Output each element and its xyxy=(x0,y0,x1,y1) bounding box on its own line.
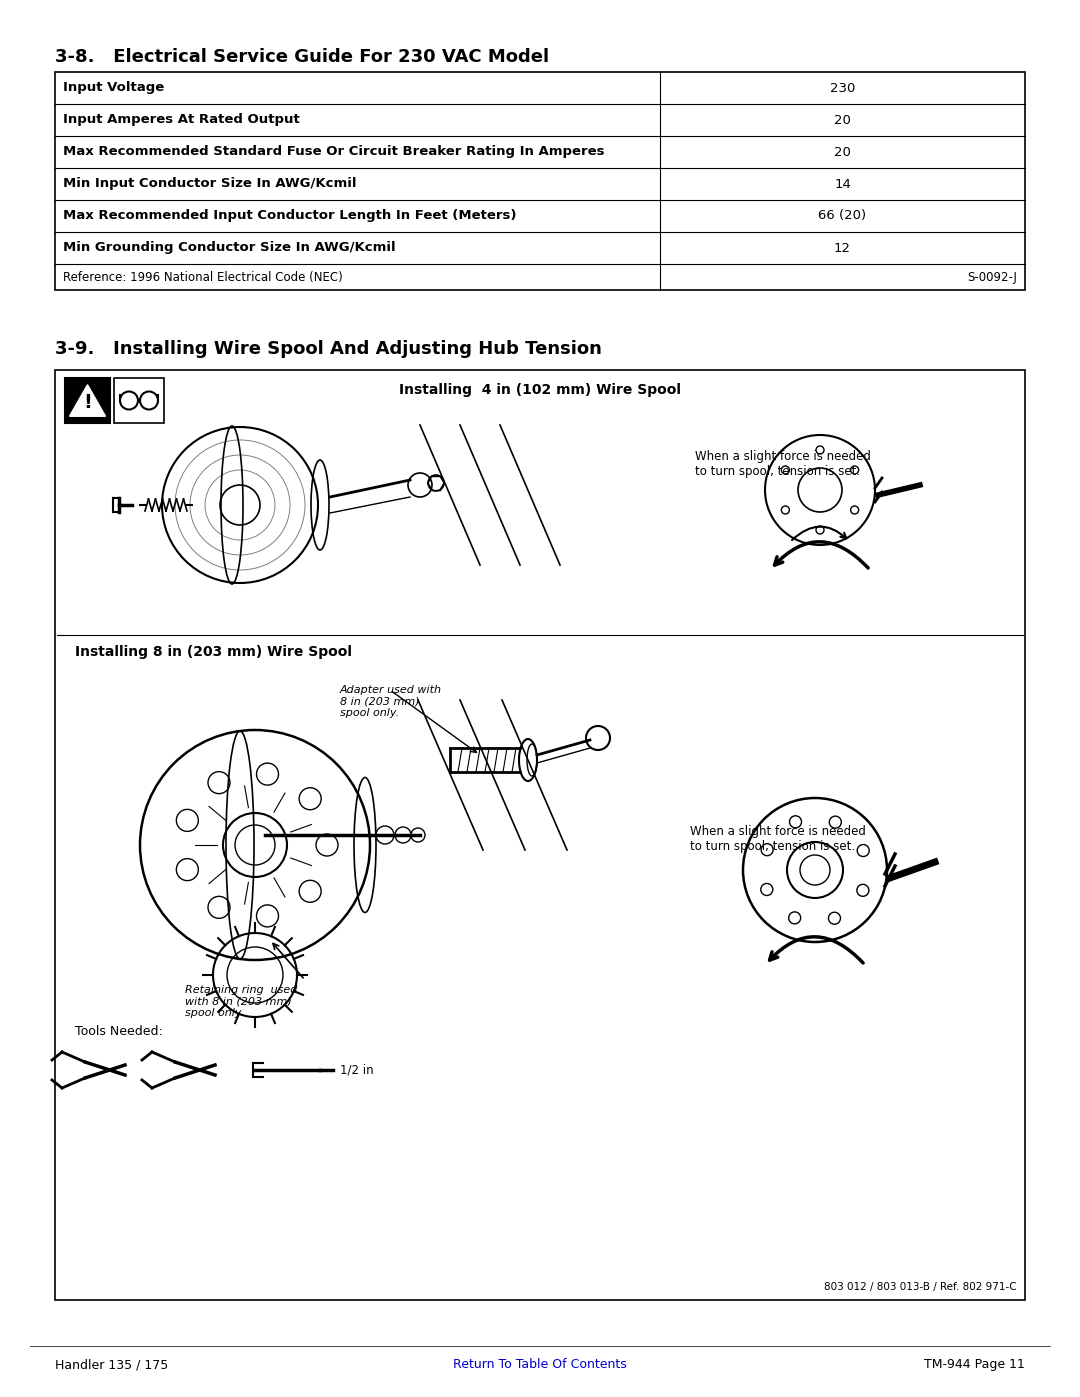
Circle shape xyxy=(761,844,773,856)
Circle shape xyxy=(789,816,801,828)
Text: Retaining ring  used
with 8 in (203 mm)
spool only.: Retaining ring used with 8 in (203 mm) s… xyxy=(185,985,297,1018)
Text: 14: 14 xyxy=(834,177,851,190)
Text: Handler 135 / 175: Handler 135 / 175 xyxy=(55,1358,168,1370)
Circle shape xyxy=(816,446,824,454)
Text: 20: 20 xyxy=(834,113,851,127)
Text: 12: 12 xyxy=(834,242,851,254)
Text: Return To Table Of Contents: Return To Table Of Contents xyxy=(454,1358,626,1370)
Circle shape xyxy=(851,506,859,514)
Text: Max Recommended Input Conductor Length In Feet (Meters): Max Recommended Input Conductor Length I… xyxy=(63,210,516,222)
Circle shape xyxy=(788,912,800,923)
Text: 20: 20 xyxy=(834,145,851,158)
Polygon shape xyxy=(69,384,106,416)
Text: Reference: 1996 National Electrical Code (NEC): Reference: 1996 National Electrical Code… xyxy=(63,271,342,284)
Text: Adapter used with
8 in (203 mm)
spool only.: Adapter used with 8 in (203 mm) spool on… xyxy=(340,685,442,718)
Text: When a slight force is needed
to turn spool, tension is set.: When a slight force is needed to turn sp… xyxy=(696,450,870,478)
Bar xyxy=(55,73,1025,291)
Circle shape xyxy=(781,467,789,474)
Bar xyxy=(114,379,164,423)
Bar xyxy=(65,379,110,423)
FancyArrowPatch shape xyxy=(774,542,868,569)
Text: When a slight force is needed
to turn spool, tension is set.: When a slight force is needed to turn sp… xyxy=(690,826,866,854)
Bar xyxy=(55,370,1025,1301)
Circle shape xyxy=(856,884,869,897)
FancyArrowPatch shape xyxy=(770,937,863,963)
Text: 3-8.   Electrical Service Guide For 230 VAC Model: 3-8. Electrical Service Guide For 230 VA… xyxy=(55,47,549,66)
FancyArrowPatch shape xyxy=(792,527,847,541)
Circle shape xyxy=(760,883,773,895)
Text: Tools Needed:: Tools Needed: xyxy=(75,1025,163,1038)
Text: 3-9.   Installing Wire Spool And Adjusting Hub Tension: 3-9. Installing Wire Spool And Adjusting… xyxy=(55,339,602,358)
Text: !: ! xyxy=(83,393,92,412)
Text: 803 012 / 803 013-B / Ref. 802 971-C: 803 012 / 803 013-B / Ref. 802 971-C xyxy=(824,1282,1017,1292)
Circle shape xyxy=(816,527,824,534)
Text: TM-944 Page 11: TM-944 Page 11 xyxy=(924,1358,1025,1370)
Text: Max Recommended Standard Fuse Or Circuit Breaker Rating In Amperes: Max Recommended Standard Fuse Or Circuit… xyxy=(63,145,605,158)
Circle shape xyxy=(781,506,789,514)
Text: 1/2 in: 1/2 in xyxy=(340,1063,374,1077)
Text: Input Voltage: Input Voltage xyxy=(63,81,164,95)
Text: Installing  4 in (102 mm) Wire Spool: Installing 4 in (102 mm) Wire Spool xyxy=(399,383,681,397)
Circle shape xyxy=(851,467,859,474)
Text: 230: 230 xyxy=(829,81,855,95)
Text: Installing 8 in (203 mm) Wire Spool: Installing 8 in (203 mm) Wire Spool xyxy=(75,645,352,659)
Text: 66 (20): 66 (20) xyxy=(819,210,866,222)
Circle shape xyxy=(829,816,841,828)
Text: Min Grounding Conductor Size In AWG/Kcmil: Min Grounding Conductor Size In AWG/Kcmi… xyxy=(63,242,395,254)
Text: Min Input Conductor Size In AWG/Kcmil: Min Input Conductor Size In AWG/Kcmil xyxy=(63,177,356,190)
Circle shape xyxy=(828,912,840,925)
Text: Input Amperes At Rated Output: Input Amperes At Rated Output xyxy=(63,113,300,127)
Circle shape xyxy=(858,845,869,856)
Text: S-0092-J: S-0092-J xyxy=(967,271,1017,284)
